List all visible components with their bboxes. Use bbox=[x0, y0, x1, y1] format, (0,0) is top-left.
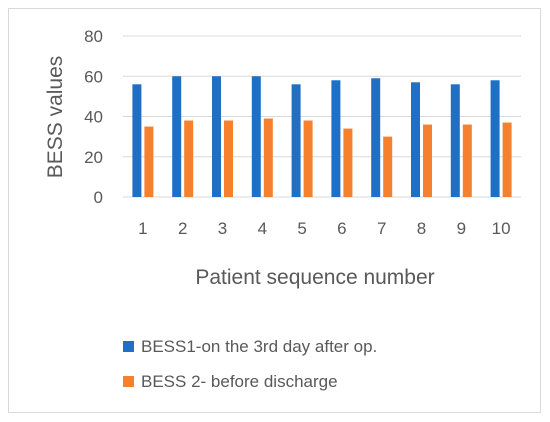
bar-series-2-1 bbox=[144, 126, 154, 197]
legend-swatch-1 bbox=[123, 341, 134, 352]
bar-series-1-9 bbox=[450, 84, 460, 197]
bar-series-1-8 bbox=[411, 82, 420, 197]
y-tick-label: 60 bbox=[84, 67, 103, 86]
gridlines bbox=[123, 35, 521, 198]
bar-series-1-1 bbox=[132, 84, 142, 197]
bar-series-1-4 bbox=[251, 76, 261, 197]
x-tick-label: 10 bbox=[492, 219, 511, 238]
bar-series-2-6 bbox=[343, 128, 353, 197]
x-tick-label: 2 bbox=[178, 219, 187, 238]
bar-series-2-10 bbox=[502, 122, 512, 197]
x-tick-label: 4 bbox=[258, 219, 267, 238]
bar-series-2-8 bbox=[423, 124, 432, 197]
chart-frame bbox=[8, 8, 541, 413]
y-axis-title: BESS values bbox=[44, 56, 67, 179]
bar-series-2-2 bbox=[184, 120, 194, 197]
x-tick-label: 3 bbox=[218, 219, 227, 238]
bar-series-1-10 bbox=[490, 80, 500, 197]
legend-label-2: BESS 2- before discharge bbox=[141, 372, 338, 391]
x-tick-label: 7 bbox=[377, 219, 386, 238]
bar-series-2-4 bbox=[263, 118, 273, 197]
y-tick-label: 20 bbox=[84, 148, 103, 167]
bar-series-1-7 bbox=[371, 78, 381, 197]
y-tick-label: 40 bbox=[84, 108, 103, 127]
x-tick-label: 8 bbox=[417, 219, 426, 238]
bar-series-2-5 bbox=[303, 120, 313, 197]
y-tick-labels: 0 20 40 60 80 bbox=[84, 27, 103, 207]
x-tick-labels: 1 2 3 4 5 6 7 8 9 10 bbox=[138, 219, 510, 238]
legend-label-1: BESS1-on the 3rd day after op. bbox=[141, 337, 377, 356]
legend: BESS1-on the 3rd day after op. BESS 2- be… bbox=[123, 337, 377, 391]
bar-series-1-6 bbox=[331, 80, 341, 197]
x-axis-title: Patient sequence number bbox=[195, 266, 434, 289]
y-tick-label: 0 bbox=[94, 188, 103, 207]
legend-swatch-2 bbox=[123, 376, 134, 387]
x-tick-label: 5 bbox=[297, 219, 306, 238]
x-tick-label: 1 bbox=[138, 219, 147, 238]
bar-series-1-5 bbox=[291, 84, 301, 197]
bar-series-2-7 bbox=[383, 136, 393, 197]
bar-series-1-3 bbox=[212, 76, 221, 197]
y-tick-label: 80 bbox=[84, 27, 103, 46]
bar-series-2-3 bbox=[224, 120, 233, 197]
x-tick-label: 9 bbox=[457, 219, 466, 238]
x-tick-label: 6 bbox=[337, 219, 346, 238]
bar-series-2-9 bbox=[462, 124, 472, 197]
bars bbox=[132, 76, 512, 197]
bar-series-1-2 bbox=[172, 76, 182, 197]
